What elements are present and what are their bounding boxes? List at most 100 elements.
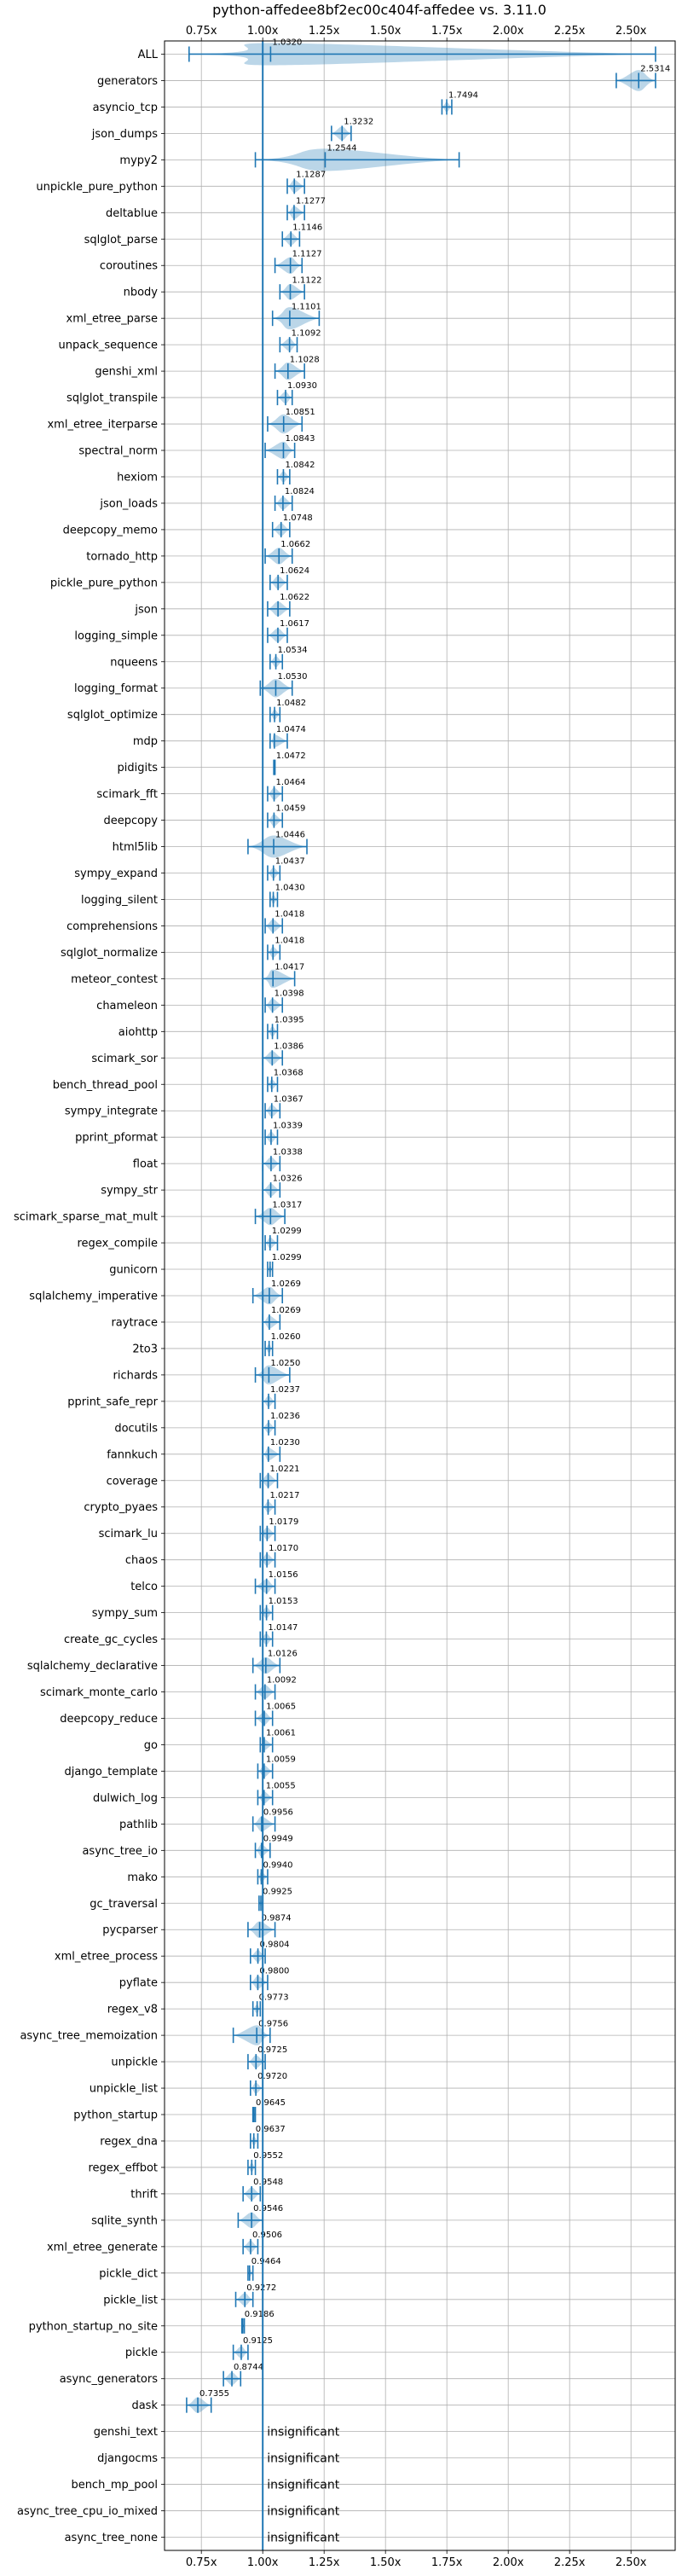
benchmark-label: docutils bbox=[114, 1422, 158, 1435]
chart-title: python-affedee8bf2ec00c404f-affedee vs. … bbox=[212, 2, 546, 18]
value-label: 0.9186 bbox=[245, 2310, 275, 2319]
value-label: 1.0317 bbox=[272, 1200, 302, 1210]
value-label: 1.0055 bbox=[266, 1782, 296, 1791]
benchmark-label: xml_etree_parse bbox=[66, 313, 158, 326]
benchmark-label: mypy2 bbox=[119, 154, 158, 167]
benchmark-label: scimark_monte_carlo bbox=[40, 1686, 158, 1699]
benchmark-label: coroutines bbox=[100, 260, 158, 273]
benchmark-label: python_startup bbox=[73, 2109, 158, 2122]
benchmark-label: python_startup_no_site bbox=[29, 2320, 158, 2333]
benchmark-label: mdp bbox=[133, 735, 158, 748]
benchmark-label: bench_mp_pool bbox=[71, 2479, 158, 2492]
value-label: 1.0843 bbox=[285, 434, 315, 444]
value-label: 1.0472 bbox=[276, 751, 306, 761]
value-label: 1.0418 bbox=[275, 910, 304, 920]
value-label: 1.0417 bbox=[275, 963, 304, 972]
benchmark-label: richards bbox=[113, 1369, 159, 1382]
value-label: 1.0338 bbox=[273, 1147, 303, 1157]
benchmark-label: regex_compile bbox=[77, 1238, 158, 1250]
benchmark-label: dulwich_log bbox=[93, 1792, 158, 1805]
benchmark-label: generators bbox=[97, 75, 158, 88]
benchmark-label: pidigits bbox=[118, 762, 159, 775]
benchmark-label: deltablue bbox=[106, 207, 158, 220]
value-label: 0.9548 bbox=[253, 2178, 283, 2187]
value-label: 1.0624 bbox=[280, 566, 309, 576]
value-label: 0.9637 bbox=[256, 2125, 286, 2134]
value-label: 1.0299 bbox=[272, 1253, 302, 1262]
benchmark-label: pprint_pformat bbox=[75, 1132, 158, 1145]
value-label: 0.9804 bbox=[260, 1940, 290, 1949]
x-tick-label-top: 1.50x bbox=[370, 25, 402, 38]
benchmark-label: sqlalchemy_declarative bbox=[27, 1660, 158, 1673]
benchmark-label: json_dumps bbox=[91, 128, 158, 141]
value-label: 1.0368 bbox=[274, 1068, 303, 1077]
x-tick-label-bottom: 2.50x bbox=[616, 2556, 647, 2569]
value-label: 1.0430 bbox=[275, 884, 305, 893]
x-tick-label-bottom: 1.75x bbox=[431, 2556, 463, 2569]
x-tick-label-top: 2.25x bbox=[554, 25, 586, 38]
value-label: 0.9506 bbox=[252, 2231, 282, 2240]
benchmark-label: deepcopy bbox=[103, 815, 158, 827]
value-label: 1.0617 bbox=[280, 619, 309, 629]
benchmark-label: sympy_sum bbox=[92, 1607, 158, 1620]
benchmark-label: djangocms bbox=[97, 2452, 158, 2465]
x-tick-label-top: 2.00x bbox=[493, 25, 524, 38]
insignificant-label: insignificant bbox=[267, 2426, 340, 2440]
value-label: 1.0395 bbox=[275, 1015, 304, 1024]
value-label: 0.9940 bbox=[263, 1860, 292, 1870]
value-label: 1.1092 bbox=[292, 328, 321, 338]
value-label: 1.0842 bbox=[285, 461, 315, 470]
value-label: 0.9949 bbox=[263, 1834, 293, 1843]
value-label: 0.9552 bbox=[253, 2151, 283, 2161]
value-label: 1.0269 bbox=[271, 1306, 301, 1315]
value-label: 1.0534 bbox=[278, 646, 308, 655]
value-label: 1.0217 bbox=[269, 1491, 299, 1500]
value-label: 0.9720 bbox=[257, 2072, 287, 2081]
x-tick-label-bottom: 0.75x bbox=[186, 2556, 217, 2569]
value-label: 1.0418 bbox=[275, 937, 304, 946]
x-tick-label-top: 1.75x bbox=[431, 25, 463, 38]
benchmark-label: ALL bbox=[138, 49, 159, 61]
benchmark-label: tornado_http bbox=[86, 550, 158, 563]
benchmark-label: scimark_lu bbox=[99, 1528, 158, 1540]
benchmark-label: django_template bbox=[65, 1766, 158, 1778]
value-label: 1.7494 bbox=[448, 91, 478, 101]
value-label: 1.0179 bbox=[269, 1517, 298, 1527]
value-label: 1.0156 bbox=[269, 1570, 298, 1580]
mark-layer: 1.0320 2.5314 1.7494 1.3232 1.2544 1.1287 1.12… bbox=[186, 38, 670, 2550]
benchmark-label: xml_etree_iterparse bbox=[47, 419, 158, 432]
benchmark-label: sqlglot_parse bbox=[84, 234, 158, 247]
value-label: 1.0662 bbox=[280, 540, 310, 549]
value-label: 1.0339 bbox=[273, 1121, 303, 1130]
value-label: 1.0126 bbox=[268, 1650, 298, 1659]
benchmark-label: 2to3 bbox=[132, 1343, 158, 1355]
benchmark-label: async_tree_memoization bbox=[20, 2030, 158, 2043]
value-label: 1.2544 bbox=[327, 144, 356, 154]
benchmark-label: mako bbox=[127, 1871, 158, 1884]
benchmark-label: asyncio_tcp bbox=[93, 102, 158, 114]
axis-layer: ALL generators asyncio_tcp json_dumps mypy2 u… bbox=[14, 25, 676, 2569]
benchmark-label: async_tree_io bbox=[82, 1845, 158, 1858]
benchmark-label: pickle bbox=[125, 2347, 158, 2359]
value-label: 0.9546 bbox=[253, 2204, 283, 2213]
benchmark-label: sympy_integrate bbox=[65, 1105, 158, 1118]
benchmark-label: scimark_sor bbox=[91, 1053, 158, 1065]
value-label: 1.0474 bbox=[276, 725, 306, 734]
benchmark-label: regex_v8 bbox=[107, 2004, 158, 2016]
value-label: 0.9925 bbox=[263, 1887, 292, 1896]
benchmark-label: nqueens bbox=[110, 656, 158, 669]
benchmark-label: pickle_list bbox=[103, 2294, 158, 2306]
value-label: 1.0299 bbox=[272, 1227, 302, 1236]
value-label: 1.0398 bbox=[275, 989, 304, 999]
benchmark-label: unpickle_pure_python bbox=[36, 181, 158, 194]
benchmark-label: async_generators bbox=[60, 2373, 159, 2386]
insignificant-label: insignificant bbox=[267, 2532, 340, 2545]
benchmark-label: pickle_pure_python bbox=[50, 577, 158, 589]
benchmark-label: logging_simple bbox=[74, 629, 158, 642]
benchmark-label: genshi_text bbox=[94, 2426, 158, 2439]
x-tick-label-top: 1.25x bbox=[309, 25, 340, 38]
benchmark-label: regex_dna bbox=[100, 2135, 158, 2148]
value-label: 1.3232 bbox=[344, 118, 373, 127]
